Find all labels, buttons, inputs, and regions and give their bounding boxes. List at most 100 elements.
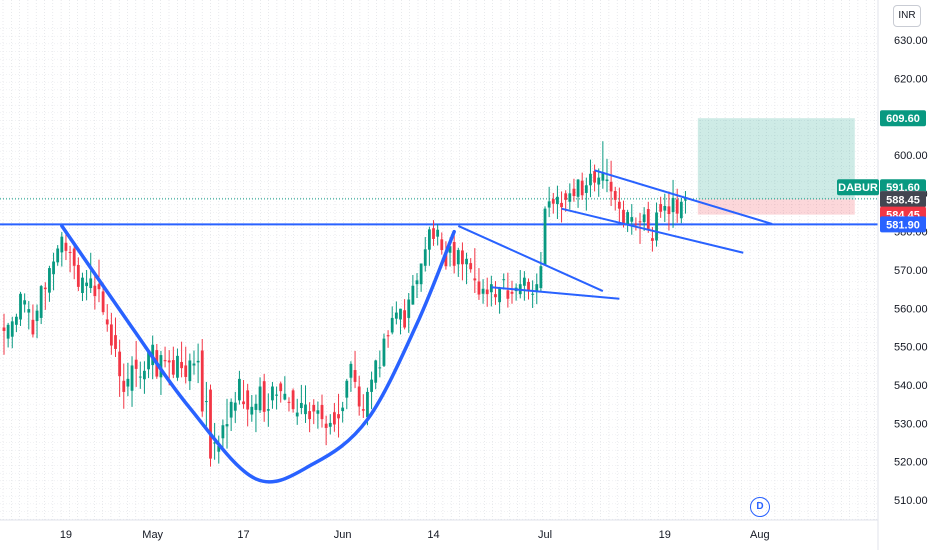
candle-body (593, 171, 596, 183)
candle-body (320, 404, 324, 420)
candle-body (200, 350, 204, 412)
candle-body (642, 214, 646, 223)
candle-body (328, 422, 332, 427)
candle-body (473, 278, 477, 281)
candle-body (366, 391, 369, 418)
trend-line[interactable] (491, 286, 620, 300)
candle-body (291, 390, 295, 410)
y-tick-label: 630.00 (894, 35, 928, 47)
candle-body (246, 390, 250, 410)
currency-selector[interactable]: INR (893, 5, 921, 27)
candle-body (667, 206, 671, 215)
cup-curve[interactable] (60, 224, 456, 484)
candle-body (485, 289, 489, 295)
candle-body (609, 181, 613, 192)
candle-body (171, 360, 175, 375)
candle-body (138, 376, 142, 378)
y-tick-label: 530.00 (894, 418, 928, 430)
price-tag-label: 581.90 (886, 219, 920, 231)
candle-body (390, 317, 394, 333)
candle-body (52, 261, 55, 275)
candle-body (617, 201, 621, 209)
candle-body (258, 386, 262, 411)
candle-body (605, 179, 609, 182)
candle-body (415, 280, 419, 285)
candle-body (461, 250, 464, 265)
candle-body (204, 401, 208, 403)
candle-body (539, 266, 543, 289)
candle-body (163, 360, 167, 362)
candle-body (655, 212, 658, 241)
candle-body (671, 197, 675, 213)
candle-body (560, 202, 563, 208)
candle-body (345, 380, 349, 398)
y-tick-label: 600.00 (894, 150, 928, 162)
candle-body (14, 316, 18, 325)
candle-body (19, 293, 22, 320)
x-tick-label: May (142, 529, 163, 541)
candle-body (2, 327, 6, 331)
candle-body (630, 217, 634, 222)
candle-body (349, 363, 353, 378)
candle-body (118, 351, 122, 377)
candle-body (105, 319, 109, 325)
candle-body (225, 424, 229, 427)
candle-body (394, 312, 398, 319)
candle-body (304, 404, 307, 415)
candle-body (589, 173, 592, 186)
trend-line[interactable] (561, 207, 744, 254)
candle-body (399, 308, 402, 320)
candle-body (279, 383, 283, 392)
candle-body (634, 223, 638, 225)
price-tag (880, 191, 926, 208)
candle-body (407, 299, 411, 318)
y-tick-label: 570.00 (894, 265, 928, 277)
candle-body (97, 284, 101, 290)
candle-body (527, 281, 530, 292)
trend-line[interactable] (457, 225, 604, 292)
candle-body (271, 386, 274, 401)
y-tick-label: 550.00 (894, 342, 928, 354)
candle-body (10, 321, 14, 337)
horizontal-lines[interactable] (0, 198, 878, 226)
trend-line[interactable] (594, 169, 773, 225)
stop-zone[interactable] (697, 199, 855, 215)
long-position-tool[interactable] (697, 118, 855, 215)
candle-body (679, 201, 683, 219)
trend-drawings[interactable] (60, 169, 773, 484)
candle-body (465, 258, 468, 265)
candle-body (262, 381, 266, 412)
candle-body (64, 242, 68, 251)
candle-body (568, 193, 572, 202)
candle-body (498, 288, 501, 303)
candle-body (39, 286, 43, 318)
candle-body (60, 236, 64, 253)
candle-body (295, 412, 299, 417)
dividend-badge-icon[interactable]: D (750, 497, 770, 517)
candle-body (308, 411, 312, 420)
x-tick-label: Jun (334, 529, 352, 541)
candle-body (580, 180, 584, 196)
candle-body (477, 281, 481, 295)
candles (2, 141, 687, 467)
candle-body (48, 268, 51, 293)
candle-body (93, 285, 97, 297)
candle-body (192, 363, 196, 366)
candle-body (531, 293, 535, 295)
y-tick-label: 520.00 (894, 457, 928, 469)
candle-body (613, 191, 617, 200)
candle-body (27, 309, 31, 313)
candle-body (684, 199, 687, 201)
candle-body (675, 199, 679, 214)
candle-body (638, 221, 642, 223)
candle-body (427, 229, 431, 250)
symbol-tag-label: DABUR (838, 182, 878, 194)
candle-body (403, 310, 407, 328)
candle-body (213, 442, 217, 444)
candle-body (357, 386, 361, 407)
target-zone[interactable] (697, 118, 855, 200)
x-tick-label: 14 (427, 529, 439, 541)
candle-body (543, 208, 547, 266)
candle-body (76, 265, 80, 287)
